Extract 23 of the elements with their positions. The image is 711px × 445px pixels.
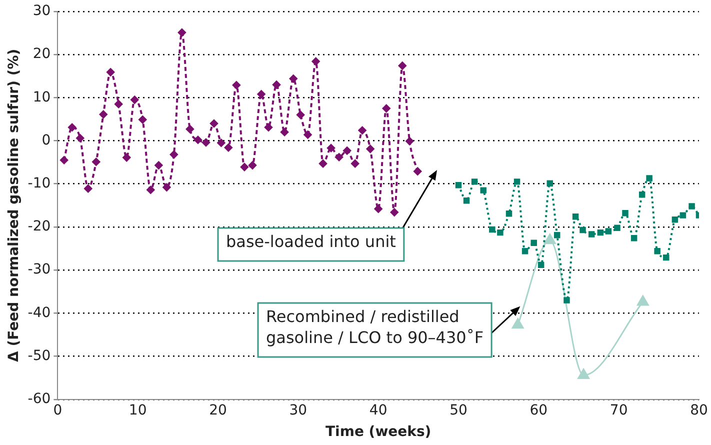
y-tick-label: -10 <box>28 175 51 192</box>
y-tick-label: -60 <box>28 391 51 408</box>
annotation: base-loaded into unit <box>226 232 396 252</box>
x-tick-label: 60 <box>530 402 548 418</box>
x-tick-label: 20 <box>209 402 227 418</box>
x-tick-label: 10 <box>128 402 147 418</box>
y-tick-label: -20 <box>28 218 51 235</box>
y-tick-label: -30 <box>28 262 51 278</box>
annotation: Recombined / redistilled gasoline / LCO to 90–430˚F <box>266 307 484 348</box>
x-tick-label: 80 <box>690 402 708 418</box>
y-tick-label: -40 <box>28 304 51 321</box>
y-tick-label: 30 <box>32 3 51 20</box>
x-tick-label: 30 <box>289 402 308 418</box>
y-tick-label: 0 <box>42 132 51 148</box>
y-tick-label: -50 <box>28 348 51 364</box>
x-tick-label: 70 <box>610 402 628 418</box>
x-tick-label: 50 <box>450 402 468 418</box>
y-tick-label: 20 <box>32 46 51 62</box>
x-axis-title: Time (weeks) <box>325 424 432 440</box>
x-tick-label: 0 <box>53 402 62 418</box>
y-tick-label: 10 <box>32 89 51 106</box>
x-tick-label: 40 <box>369 402 388 418</box>
y-axis-title: Δ (Feed normalized gasoline sulfur) (%) <box>6 48 22 362</box>
